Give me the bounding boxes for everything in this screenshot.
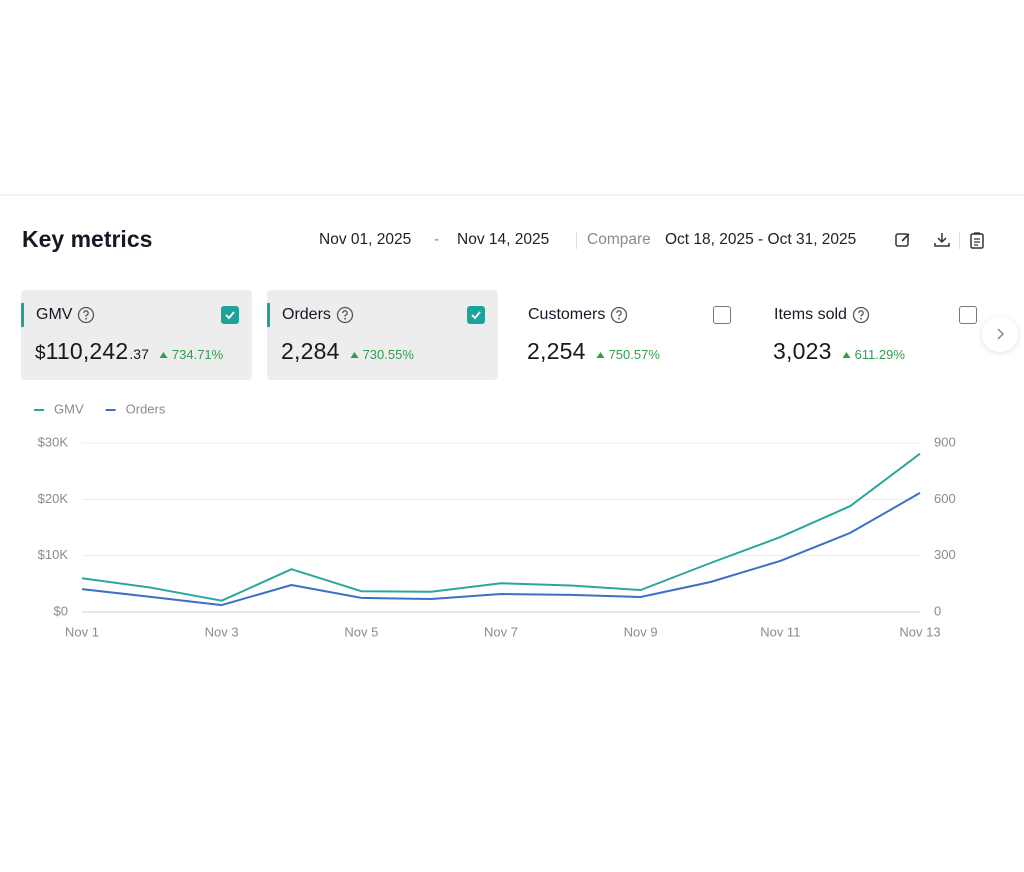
- y2-tick-label: 900: [934, 434, 956, 449]
- x-tick-label: Nov 3: [205, 624, 239, 639]
- metric-value: 2,254: [527, 338, 586, 364]
- legend-label[interactable]: GMV: [54, 401, 84, 416]
- download-icon[interactable]: [933, 231, 951, 249]
- up-arrow: [842, 352, 851, 358]
- help-circle: [336, 306, 354, 324]
- metric-value-row: 2,254 750.57%: [527, 338, 660, 365]
- metric-card[interactable]: Items sold 3,023 611.29%: [759, 290, 990, 380]
- help-icon: [852, 306, 870, 324]
- chart: $0 $10K $20K $30K 0 300 600 900 Nov 1 Nov 3 Nov 5 N…: [34, 401, 956, 639]
- x-tick-label: Nov 13: [899, 624, 940, 639]
- y2-tick-label: 300: [934, 547, 956, 562]
- help-circle: [852, 306, 870, 324]
- y-tick-label: $10K: [38, 547, 69, 562]
- up-arrow: [159, 352, 168, 358]
- next-button[interactable]: [982, 316, 1018, 352]
- metric-label: Items sold: [774, 306, 847, 323]
- checkbox[interactable]: [467, 306, 485, 324]
- compare-label: Compare: [587, 231, 651, 248]
- metric-change: 734.71%: [171, 347, 224, 362]
- help-circle: [610, 306, 628, 324]
- up-arrow-shape: [842, 352, 851, 358]
- report-icon[interactable]: [968, 231, 986, 249]
- metric-value: 110,242: [45, 338, 129, 364]
- x-tick-label: Nov 1: [65, 624, 99, 639]
- y-tick-label: $20K: [38, 491, 69, 506]
- metric-value-row: $110,242.37 734.71%: [35, 338, 223, 365]
- metric-change: 611.29%: [854, 347, 905, 362]
- date-separator: -: [434, 231, 440, 248]
- metric-value-row: 3,023 611.29%: [773, 338, 905, 365]
- check-icon: [471, 311, 481, 320]
- help-icon: [77, 306, 95, 324]
- metric-value: 2,284: [281, 338, 340, 364]
- metric-label: GMV: [36, 306, 73, 323]
- up-arrow: [350, 352, 359, 358]
- help-mark: [83, 310, 89, 317]
- metric-label: Customers: [528, 306, 606, 323]
- help-mark: [342, 310, 348, 317]
- metric-card[interactable]: Orders 2,284 730.55%: [267, 290, 498, 380]
- series-line: [81, 492, 921, 607]
- metric-change: 730.55%: [362, 347, 414, 362]
- check-mark: [225, 311, 235, 320]
- value-prefix: $: [35, 343, 46, 364]
- help-dot: [618, 317, 620, 320]
- separator: [0, 194, 1024, 196]
- metric-card[interactable]: Customers 2,254 750.57%: [513, 290, 744, 380]
- metric-card[interactable]: GMV $110,242.37 734.71%: [21, 290, 252, 380]
- check-icon: [225, 311, 235, 320]
- value-suffix: .37: [129, 346, 149, 362]
- y-tick-label: $0: [54, 603, 68, 618]
- help-mark: [858, 310, 864, 317]
- help-icon: [610, 306, 628, 324]
- selected-accent: [21, 303, 24, 327]
- x-tick-label: Nov 5: [344, 624, 378, 639]
- up-arrow-shape: [596, 352, 605, 358]
- metric-change: 750.57%: [608, 347, 660, 362]
- x-tick-label: Nov 7: [484, 624, 518, 639]
- up-arrow-shape: [350, 352, 359, 358]
- compare-range[interactable]: Oct 18, 2025 - Oct 31, 2025: [665, 231, 857, 248]
- up-arrow: [596, 352, 605, 358]
- y2-tick-label: 0: [934, 603, 941, 618]
- x-tick-label: Nov 11: [760, 624, 800, 639]
- date-start[interactable]: Nov 01, 2025: [319, 231, 412, 248]
- selected-accent: [267, 303, 270, 327]
- check-mark: [471, 311, 481, 320]
- y-tick-label: $30K: [38, 434, 69, 449]
- help-dot: [344, 317, 346, 320]
- help-mark: [616, 310, 622, 317]
- metric-label: Orders: [282, 306, 331, 323]
- page-title: Key metrics: [22, 226, 153, 252]
- help-circle: [77, 306, 95, 324]
- legend-label[interactable]: Orders: [126, 401, 166, 416]
- checkbox[interactable]: [959, 306, 977, 324]
- help-dot: [860, 317, 862, 320]
- divider: [576, 232, 577, 249]
- date-end[interactable]: Nov 14, 2025: [457, 231, 550, 248]
- y2-tick-label: 600: [934, 491, 956, 506]
- checkbox[interactable]: [713, 306, 731, 324]
- checkbox[interactable]: [221, 306, 239, 324]
- up-arrow-shape: [159, 352, 168, 358]
- x-tick-label: Nov 9: [624, 624, 658, 639]
- divider: [959, 232, 960, 249]
- help-dot: [85, 317, 87, 320]
- chevron-icon: [997, 328, 1005, 340]
- metric-value-row: 2,284 730.55%: [281, 338, 414, 365]
- series-line: [81, 452, 921, 602]
- help-icon: [336, 306, 354, 324]
- metric-value: 3,023: [773, 338, 832, 364]
- edit-icon[interactable]: [894, 231, 912, 249]
